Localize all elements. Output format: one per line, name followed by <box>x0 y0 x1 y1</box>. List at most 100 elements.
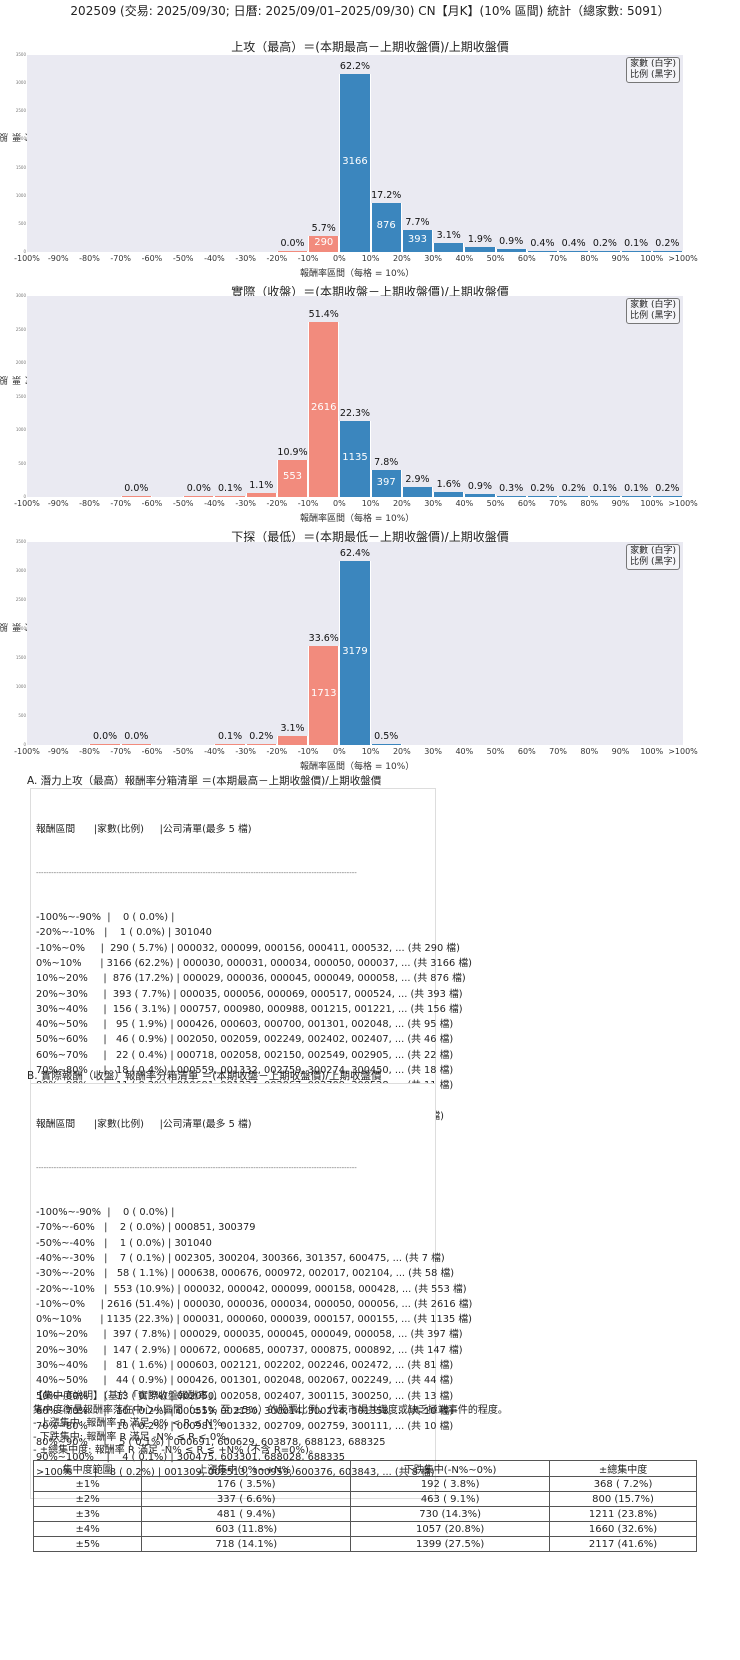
histogram-bar <box>464 246 496 252</box>
concentration-notes: 【集中度說明】（基於「實際收盤報酬率」） 集中度衡量報酬率落在中心小區間（±1%… <box>33 1390 508 1458</box>
column-header: 集中度範圍 <box>32 1460 143 1477</box>
list-row: 20%~30% | 393 ( 7.7%) | 000035, 000056, … <box>36 988 463 1000</box>
histogram-bar: 1713 <box>308 645 340 745</box>
list-row: -30%~-20% | 58 ( 1.1%) | 000638, 000676,… <box>36 1268 455 1280</box>
histogram-bar <box>620 495 652 497</box>
x-tick: -50% <box>172 499 194 508</box>
plot-area: 0.0% 0.0% 0.1% 0.2% 3.1% 1713 33.6% 3179 62.4% 0.… <box>27 542 683 745</box>
chart-title: 上攻（最高）＝(本期最高－上期收盤價)/上期收盤價 <box>231 40 509 54</box>
x-tick: -70% <box>110 499 132 508</box>
y-tick: 1000 <box>15 427 26 432</box>
table-row: ±4% 603 (11.8%) 1057 (20.8%) 1660 (32.6%… <box>32 1521 697 1537</box>
list-row: -20%~-10% | 553 (10.9%) | 000032, 000042… <box>36 1283 467 1295</box>
list-row: -100%~-90% | 0 ( 0.0%) | <box>36 1207 175 1219</box>
bar-percent-label: 2.9% <box>405 474 430 486</box>
plot-area: 0.0% 0.0% 0.1% 1.1% 553 10.9% 2616 51.4% 1135 22.… <box>27 296 683 497</box>
bar-percent-label: 0.4% <box>530 237 555 249</box>
list-row: -100%~-90% | 0 ( 0.0%) | <box>36 912 175 924</box>
list-row: 30%~40% | 81 ( 1.6%) | 000603, 002121, 0… <box>36 1360 454 1372</box>
list-row: 10%~20% | 876 (17.2%) | 000029, 000036, … <box>36 973 466 985</box>
list-row: 60%~70% | 22 ( 0.4%) | 000718, 002058, 0… <box>36 1049 454 1061</box>
bar-count-label: 876 <box>376 220 396 232</box>
x-tick: -20% <box>266 499 288 508</box>
list-b-header: 報酬區間 |家數(比例) |公司清單(最多 5 檔) <box>36 1118 252 1130</box>
page-title: 202509 (交易: 2025/09/30; 日曆: 2025/09/01–2… <box>70 4 670 18</box>
x-tick: -10% <box>297 747 319 756</box>
x-tick: 40% <box>455 254 474 263</box>
histogram-bar <box>183 495 215 497</box>
list-row: -10%~0% | 2616 (51.4%) | 000030, 000036,… <box>36 1298 473 1310</box>
y-tick: 2500 <box>15 326 26 332</box>
histogram-bar <box>558 495 590 497</box>
bar-percent-label: 0.0% <box>186 482 211 494</box>
histogram-bar <box>276 250 309 252</box>
table-cell: 730 (14.3%) <box>350 1506 551 1522</box>
x-tick: 70% <box>549 499 567 508</box>
histogram-bar <box>214 495 246 497</box>
x-tick: 90% <box>611 254 630 263</box>
x-tick: 0% <box>333 747 346 756</box>
bar-percent-label: 33.6% <box>308 632 339 644</box>
x-tick: -10% <box>297 499 319 508</box>
list-row: -70%~-60% | 2 ( 0.0%) | 000851, 300379 <box>36 1222 256 1234</box>
x-tick: 80% <box>580 747 599 756</box>
list-b-separator: ----------------------------------------… <box>36 1164 357 1173</box>
bar-percent-label: 3.1% <box>436 230 461 242</box>
bar-count-label: 3166 <box>342 155 368 167</box>
histogram-bar: 393 <box>401 229 434 252</box>
list-row: 70%~80% | 18 ( 0.4%) | 000559, 001332, 0… <box>36 1065 454 1077</box>
bar-percent-label: 0.1% <box>624 482 649 494</box>
table-cell: ±4% <box>32 1521 143 1537</box>
bar-percent-label: 0.2% <box>249 730 274 742</box>
x-tick: -20% <box>266 747 288 756</box>
list-row: -20%~-10% | 1 ( 0.0%) | 301040 <box>36 927 212 939</box>
x-tick: 50% <box>486 254 505 263</box>
column-header: ±總集中度 <box>549 1460 697 1477</box>
x-tick: 100% <box>640 499 664 508</box>
bar-count-label: 1713 <box>311 688 337 700</box>
y-tick: 3000 <box>15 293 26 298</box>
bar-percent-label: 0.1% <box>592 482 617 494</box>
bar-percent-label: 3.1% <box>280 722 305 734</box>
x-tick: 80% <box>580 254 599 263</box>
bar-percent-label: 62.4% <box>339 547 371 559</box>
bar-percent-label: 5.7% <box>311 222 336 234</box>
bar-percent-label: 0.0% <box>280 237 305 249</box>
y-tick: 0 <box>23 742 26 747</box>
x-tick: 100% <box>640 747 664 756</box>
histogram-bar: 3179 <box>339 560 371 745</box>
histogram-bar: 2616 <box>308 321 340 497</box>
y-tick: 2000 <box>15 626 26 631</box>
histogram-bar <box>214 743 246 745</box>
histogram-bar <box>495 495 527 497</box>
bar-percent-label: 0.1% <box>624 237 649 249</box>
x-tick: >100% <box>668 499 698 508</box>
x-tick: 0% <box>333 499 346 508</box>
histogram-bar: 1135 <box>339 420 371 497</box>
x-tick: 80% <box>580 499 599 508</box>
list-b-box: 報酬區間 |家數(比例) |公司清單(最多 5 檔) -------------… <box>30 1083 473 1499</box>
y-tick: 3500 <box>15 539 26 544</box>
bar-count-label: 1135 <box>342 451 368 463</box>
x-tick: -60% <box>141 254 163 263</box>
x-tick: 30% <box>424 747 442 756</box>
x-tick: -100% <box>14 254 40 263</box>
x-tick: 90% <box>611 747 630 756</box>
list-row: 90%~100% | 4 ( 0.1%) | 300475, 603301, 6… <box>36 1451 346 1463</box>
histogram-bar <box>120 743 152 745</box>
table-cell: 368 ( 7.2%) <box>549 1476 697 1492</box>
concentration-bullet: - ±總集中度: 報酬率 R 滿足 -N% ≤ R ≤ +N% (不含 R=0%… <box>33 1445 319 1456</box>
table-cell: ±1% <box>32 1476 143 1492</box>
bar-count-label: 393 <box>407 233 427 245</box>
concentration-description: 集中度衡量報酬率落在中心小區間（±1% 至 ±5%）的股票比例，代表市場共識度或… <box>33 1404 508 1416</box>
legend-box: 家數 (白字) 比例 (黑字) <box>626 544 680 570</box>
bar-count-label: 553 <box>282 471 303 483</box>
x-tick: 40% <box>455 747 474 756</box>
y-tick: 1500 <box>15 393 26 399</box>
x-tick: -20% <box>266 254 288 263</box>
x-tick: -70% <box>110 747 132 756</box>
histogram-bar <box>245 493 277 497</box>
histogram-bar <box>589 250 621 252</box>
y-tick: 1000 <box>15 192 26 198</box>
table-cell: 718 (14.1%) <box>141 1536 352 1552</box>
